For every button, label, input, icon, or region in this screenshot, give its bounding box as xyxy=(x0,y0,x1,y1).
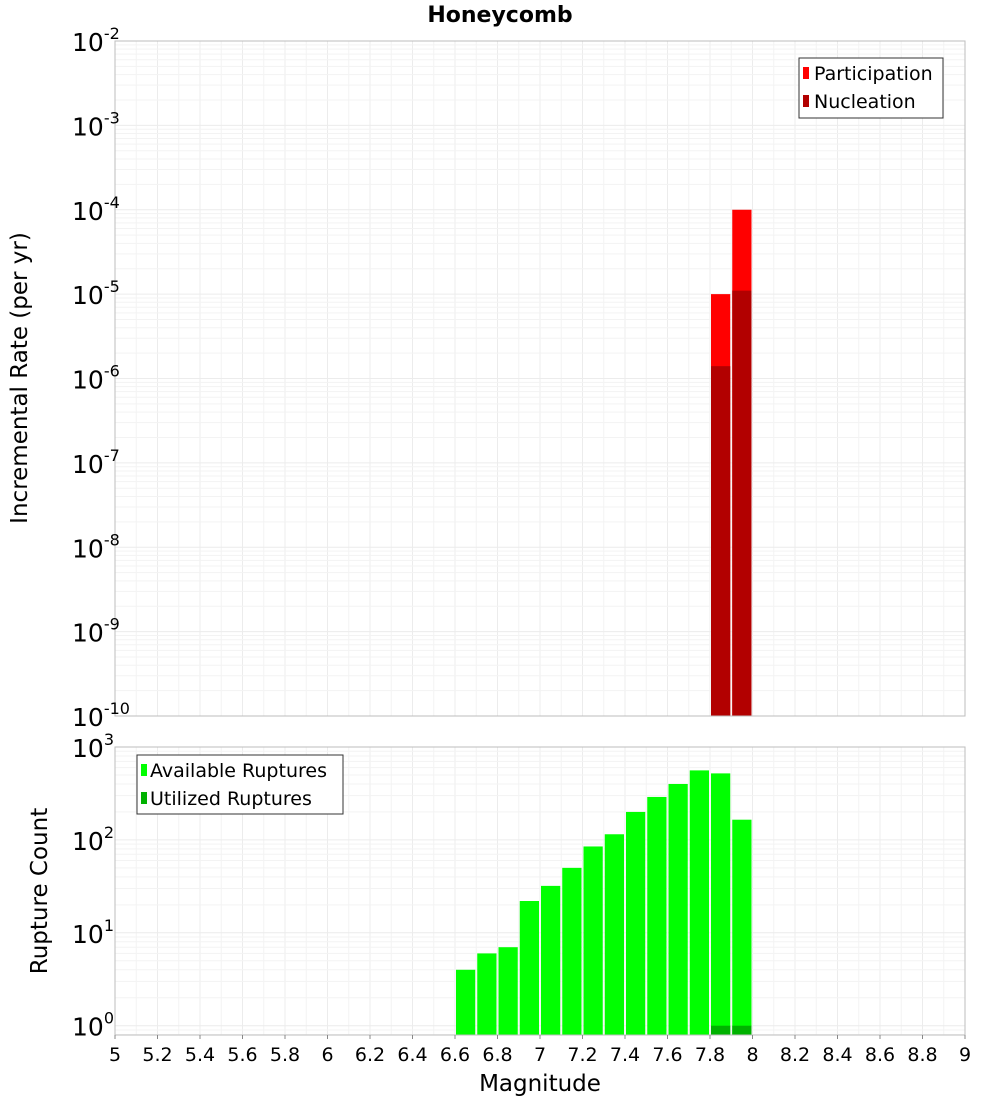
rate-legend-box xyxy=(798,57,944,119)
y-tick-label: 10-2 xyxy=(72,24,120,57)
nucleation-legend-label: Nucleation xyxy=(814,91,916,113)
x-tick-label: 9 xyxy=(959,1044,971,1066)
available-ruptures-bar xyxy=(562,867,582,1035)
y-tick-label: 10-9 xyxy=(72,615,120,648)
x-tick-label: 6.8 xyxy=(482,1044,512,1066)
available-ruptures-bar xyxy=(732,819,752,1035)
count-legend: Available Ruptures Utilized Ruptures xyxy=(136,754,344,815)
available-ruptures-bar xyxy=(456,969,476,1035)
rate-plot-frame xyxy=(114,40,966,717)
rate-bars xyxy=(711,209,752,716)
available-ruptures-bar xyxy=(668,783,688,1035)
nucleation-bar xyxy=(711,366,731,716)
utilized-ruptures-bar xyxy=(732,1025,752,1035)
x-tick-label: 6.4 xyxy=(397,1044,427,1066)
available-ruptures-bar xyxy=(541,885,561,1035)
x-ticks: 5 5.2 5.4 5.6 5.8 6 6.2 6.4 6.6 6.8 7 7.2 7.4 7.6 7.8 8… xyxy=(109,1035,971,1066)
rate-grid xyxy=(114,41,966,717)
participation-legend-label: Participation xyxy=(814,63,933,85)
y-tick-label: 101 xyxy=(72,916,114,949)
y-tick-label: 10-7 xyxy=(72,446,120,479)
y-tick-label: 10-10 xyxy=(72,699,130,732)
rate-y-ticks: 10-2 10-3 10-4 10-5 10-6 10-7 10-8 10-9 10-10 xyxy=(72,24,130,732)
x-tick-label: 8.4 xyxy=(822,1044,852,1066)
available-ruptures-bar xyxy=(689,770,709,1035)
x-tick-label: 5.4 xyxy=(185,1044,215,1066)
x-tick-label: 7.6 xyxy=(652,1044,682,1066)
y-tick-label: 102 xyxy=(72,823,114,856)
x-tick-label: 5.6 xyxy=(227,1044,257,1066)
available-legend-label: Available Ruptures xyxy=(150,760,327,782)
x-tick-label: 8.8 xyxy=(907,1044,937,1066)
y-tick-label: 10-3 xyxy=(72,108,120,141)
y-tick-label: 103 xyxy=(72,730,114,763)
x-tick-label: 5.2 xyxy=(142,1044,172,1066)
y-tick-label: 100 xyxy=(72,1009,114,1042)
x-tick-label: 8.2 xyxy=(780,1044,810,1066)
available-ruptures-bar xyxy=(519,900,539,1035)
x-tick-label: 8.6 xyxy=(865,1044,895,1066)
available-legend-swatch xyxy=(141,764,147,776)
count-y-ticks: 103 102 101 100 xyxy=(72,730,114,1042)
chart-title: Honeycomb xyxy=(427,3,572,28)
utilized-ruptures-bar xyxy=(711,1025,731,1035)
y-tick-label: 10-8 xyxy=(72,530,120,563)
rate-y-axis-label: Incremental Rate (per yr) xyxy=(7,232,33,524)
x-tick-label: 7.4 xyxy=(610,1044,640,1066)
count-legend-box xyxy=(136,754,344,815)
available-ruptures-bar xyxy=(626,811,646,1035)
x-tick-label: 7.8 xyxy=(695,1044,725,1066)
x-axis-label: Magnitude xyxy=(479,1071,601,1097)
available-ruptures-bar xyxy=(711,773,731,1035)
count-bars xyxy=(456,770,752,1035)
nucleation-legend-swatch xyxy=(803,95,809,107)
nucleation-bar xyxy=(732,290,752,716)
count-panel: 103 102 101 100 5 5.2 5.4 5.6 5.8 6 6.2 6.4 6.6 6.8 7… xyxy=(27,730,971,1097)
available-ruptures-bar xyxy=(477,953,497,1035)
x-tick-label: 6 xyxy=(321,1044,333,1066)
x-tick-label: 6.6 xyxy=(440,1044,470,1066)
available-ruptures-bar xyxy=(647,796,667,1035)
utilized-legend-swatch xyxy=(141,792,147,804)
x-tick-label: 6.2 xyxy=(355,1044,385,1066)
x-tick-label: 8 xyxy=(746,1044,758,1066)
x-tick-label: 7.2 xyxy=(567,1044,597,1066)
y-tick-label: 10-6 xyxy=(72,362,120,395)
utilized-legend-label: Utilized Ruptures xyxy=(150,788,312,810)
rate-panel: 10-2 10-3 10-4 10-5 10-6 10-7 10-8 10-9 10-10 In… xyxy=(7,24,966,732)
x-tick-label: 5.8 xyxy=(270,1044,300,1066)
available-ruptures-bar xyxy=(498,947,518,1035)
y-tick-label: 10-5 xyxy=(72,277,120,310)
rate-legend: Participation Nucleation xyxy=(798,57,944,119)
available-ruptures-bar xyxy=(583,846,603,1035)
x-tick-label: 5 xyxy=(109,1044,121,1066)
available-ruptures-bar xyxy=(604,834,624,1035)
x-tick-label: 7 xyxy=(534,1044,546,1066)
count-y-axis-label: Rupture Count xyxy=(27,808,53,974)
participation-legend-swatch xyxy=(803,67,809,79)
y-tick-label: 10-4 xyxy=(72,193,120,226)
